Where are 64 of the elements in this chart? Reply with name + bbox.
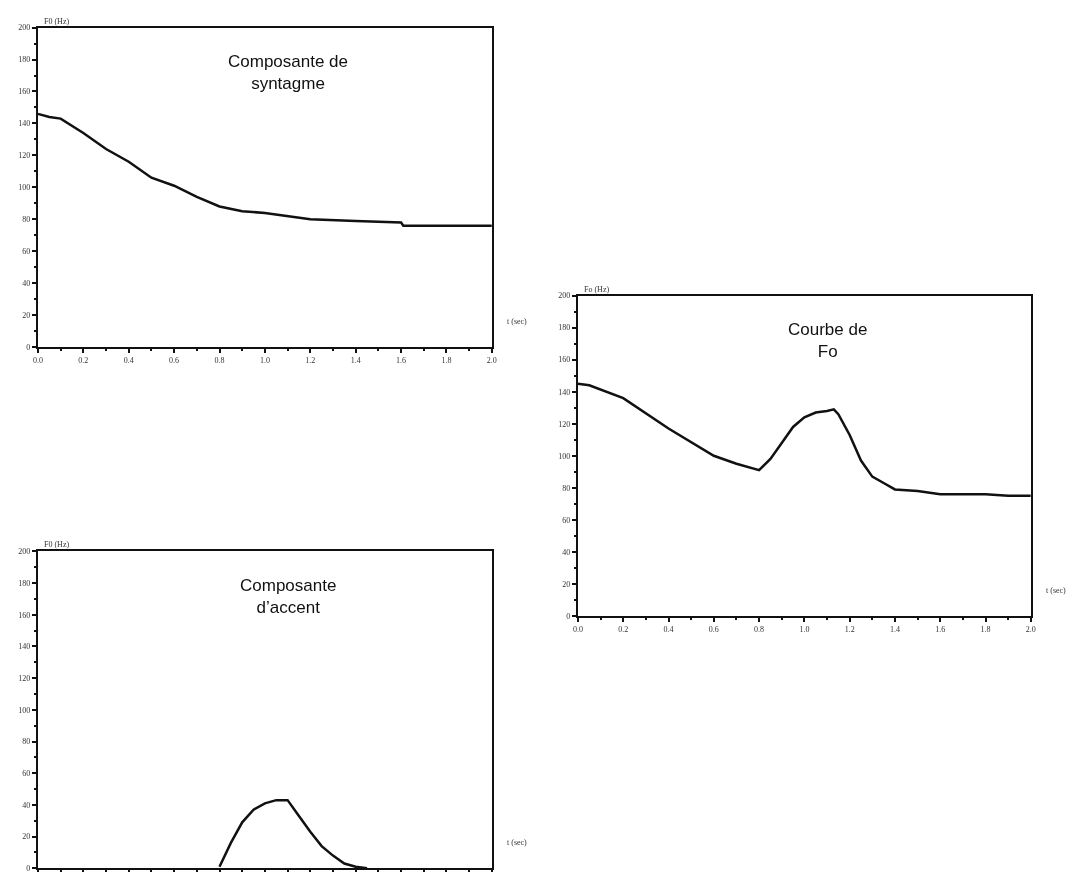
y-tick-label: 200 [18, 547, 31, 557]
x-tick-label: 0.6 [169, 355, 180, 365]
y-tick-label: 180 [558, 323, 571, 333]
y-tick-label: 60 [22, 247, 31, 257]
x-tick-label: 1.2 [305, 355, 316, 365]
y-tick-label: 160 [18, 87, 31, 97]
y-tick-label: 160 [558, 355, 571, 365]
x-tick-label: 1.2 [844, 624, 855, 634]
y-tick-label: 80 [22, 215, 31, 225]
y-tick-label: 120 [18, 673, 31, 683]
x-tick-label: 1.6 [935, 624, 946, 634]
y-tick-label: 100 [18, 705, 31, 715]
y-tick-label: 60 [562, 515, 571, 525]
x-tick-label: 0.2 [618, 624, 629, 634]
y-tick-label: 40 [22, 800, 31, 810]
x-tick-label: 1.0 [259, 355, 270, 365]
x-axis-title: t (sec) [1046, 586, 1067, 595]
y-tick-label: 120 [558, 419, 571, 429]
y-tick-label: 80 [22, 737, 31, 747]
x-tick-label: 1.8 [980, 624, 991, 634]
y-tick-label: 40 [562, 547, 571, 557]
x-axis-title: t (sec) [507, 838, 528, 847]
text: Composante d’accent [240, 576, 337, 618]
y-tick-label: 60 [22, 769, 31, 778]
x-tick-label: 0.4 [663, 624, 674, 634]
x-tick-label: 1.8 [441, 355, 452, 365]
y-tick-label: 0 [26, 864, 31, 874]
x-tick-label: 0.6 [708, 624, 719, 634]
text: Courbe de Fo [788, 320, 868, 362]
x-tick-label: 0.0 [32, 355, 43, 365]
y-tick-label: 20 [22, 310, 31, 320]
y-axis-title: F0 (Hz) [44, 17, 70, 26]
x-tick-label: 2.0 [1025, 624, 1036, 634]
y-tick-label: 140 [558, 387, 571, 397]
x-tick-label: 0.8 [754, 624, 765, 634]
y-tick-label: 200 [18, 23, 31, 33]
x-tick-label: 0.0 [572, 624, 583, 634]
y-tick-label: 40 [22, 278, 31, 288]
x-tick-label: 1.0 [799, 624, 810, 634]
y-tick-label: 0 [26, 342, 31, 352]
y-tick-label: 20 [562, 579, 571, 589]
y-tick-label: 160 [18, 610, 31, 620]
y-tick-label: 180 [18, 578, 31, 588]
y-axis-title: F0 (Hz) [44, 540, 70, 549]
y-tick-label: 100 [558, 451, 571, 461]
y-axis-title: Fo (Hz) [584, 285, 610, 294]
x-tick-label: 0.2 [78, 355, 89, 365]
x-tick-label: 0.8 [214, 355, 225, 365]
y-tick-label: 120 [18, 151, 31, 161]
y-tick-label: 100 [18, 183, 31, 193]
y-tick-label: 0 [566, 611, 571, 621]
x-tick-label: 1.4 [889, 624, 900, 634]
y-tick-label: 180 [18, 55, 31, 65]
text: Composante de syntagme [228, 52, 349, 94]
x-axis-title: t (sec) [507, 317, 528, 326]
y-tick-label: 20 [22, 832, 31, 842]
y-tick-label: 200 [558, 291, 571, 301]
y-tick-label: 140 [18, 642, 31, 652]
y-tick-label: 80 [562, 483, 571, 493]
x-tick-label: 1.6 [396, 355, 407, 365]
x-tick-label: 2.0 [486, 355, 497, 365]
x-tick-label: 0.4 [123, 355, 134, 365]
y-tick-label: 140 [18, 119, 31, 129]
x-tick-label: 1.4 [350, 355, 361, 365]
